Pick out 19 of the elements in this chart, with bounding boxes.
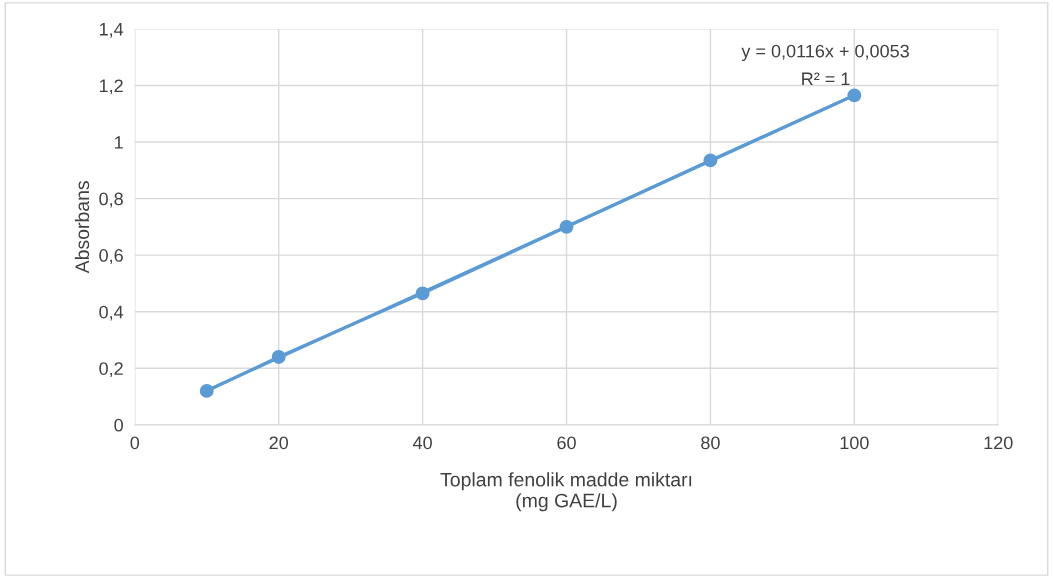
x-tick-label: 60 <box>557 436 576 450</box>
y-tick-label: 1,4 <box>99 23 124 38</box>
x-tick-label: 120 <box>984 436 1013 450</box>
y-tick-label: 0,6 <box>99 249 123 264</box>
y-tick-label: 0,2 <box>99 362 123 378</box>
y-tick-label: 1 <box>115 136 123 149</box>
y-axis-title: Absorbans <box>74 181 90 274</box>
y-tick-label: 0,4 <box>99 305 124 321</box>
x-tick-label: 100 <box>840 436 869 450</box>
x-tick-label: 20 <box>269 436 289 450</box>
y-tick-label: 1,2 <box>99 79 123 95</box>
annotation: R² = 1 <box>802 72 850 86</box>
x-tick-label: 0 <box>130 436 140 450</box>
annotation: y = 0,0116x + 0,0053 <box>741 44 909 62</box>
y-tick-label: 0,8 <box>99 192 123 208</box>
x-tick-label: 80 <box>701 436 720 450</box>
x-axis-title: Toplam fenolik madde miktarı (mg GAE/L) <box>440 472 692 512</box>
y-tick-label: 0 <box>114 418 123 432</box>
x-tick-label: 40 <box>412 436 432 450</box>
